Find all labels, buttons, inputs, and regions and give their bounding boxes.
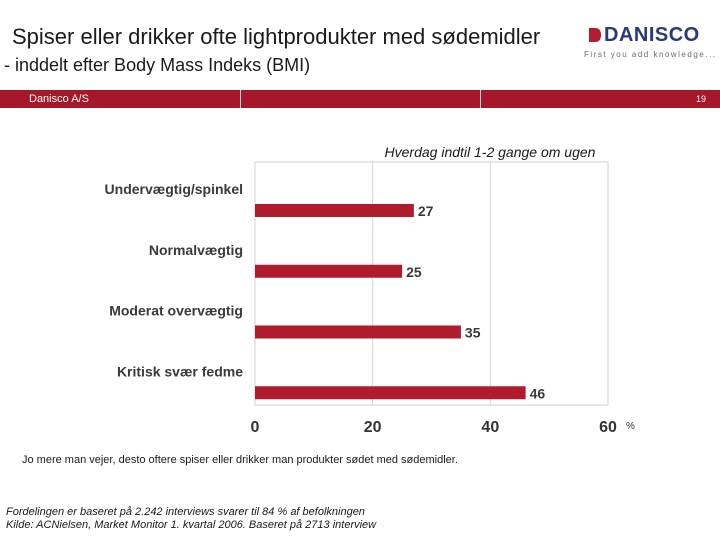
page-number: 19	[695, 94, 706, 104]
banner-divider	[240, 90, 241, 108]
data-label: 25	[406, 264, 422, 280]
chart-conclusion-note: Jo mere man vejer, desto oftere spiser e…	[22, 454, 458, 466]
bar-series: Undervægtig/spinkel 27 Normalvægtig 25 Moder…	[105, 181, 546, 401]
category-label: Kritisk svær fedme	[117, 363, 243, 379]
logo-wordmark: DANISCO	[604, 24, 700, 46]
x-tick-label: 60	[599, 419, 617, 436]
banner-divider	[480, 90, 481, 108]
x-tick-label: 0	[251, 419, 260, 436]
logo-tagline: First you add knowledge...	[584, 50, 717, 59]
logo-mark-icon	[589, 28, 601, 42]
danisco-logo: DANISCO First you add knowledge...	[584, 22, 717, 62]
banner-company: Danisco A/S	[29, 93, 89, 105]
chart-title: Hverdag indtil 1-2 gange om ugen	[385, 144, 596, 160]
bar	[255, 264, 403, 278]
data-label: 35	[465, 325, 481, 341]
plot-area	[254, 161, 609, 406]
data-label: 46	[530, 385, 546, 401]
header-banner: Danisco A/S 19	[0, 90, 720, 108]
slide-subtitle: - inddelt efter Body Mass Indeks (BMI)	[4, 55, 311, 75]
category-label: Undervægtig/spinkel	[105, 181, 243, 197]
bmi-bar-chart: Hverdag indtil 1-2 gange om ugen Undervæ…	[105, 144, 635, 436]
bar	[255, 325, 461, 339]
x-tick-label: 20	[364, 419, 382, 436]
category-label: Normalvægtig	[149, 242, 243, 258]
x-axis: 0 20 40 60%	[251, 419, 635, 436]
x-axis-unit-label: %	[626, 421, 635, 432]
source-notes: Fordelingen er baseret på 2.242 intervie…	[6, 506, 376, 532]
x-tick-label: 40	[481, 419, 499, 436]
slide-title: Spiser eller drikker ofte lightprodukter…	[12, 24, 541, 49]
data-label: 27	[418, 203, 434, 219]
grid-lines	[372, 162, 491, 405]
category-label: Moderat overvægtig	[109, 303, 243, 319]
source-line-1: Fordelingen er baseret på 2.242 intervie…	[6, 506, 365, 518]
source-line-2: Kilde: ACNielsen, Market Monitor 1. kvar…	[6, 519, 377, 531]
bar	[255, 204, 414, 217]
bar	[255, 386, 526, 400]
